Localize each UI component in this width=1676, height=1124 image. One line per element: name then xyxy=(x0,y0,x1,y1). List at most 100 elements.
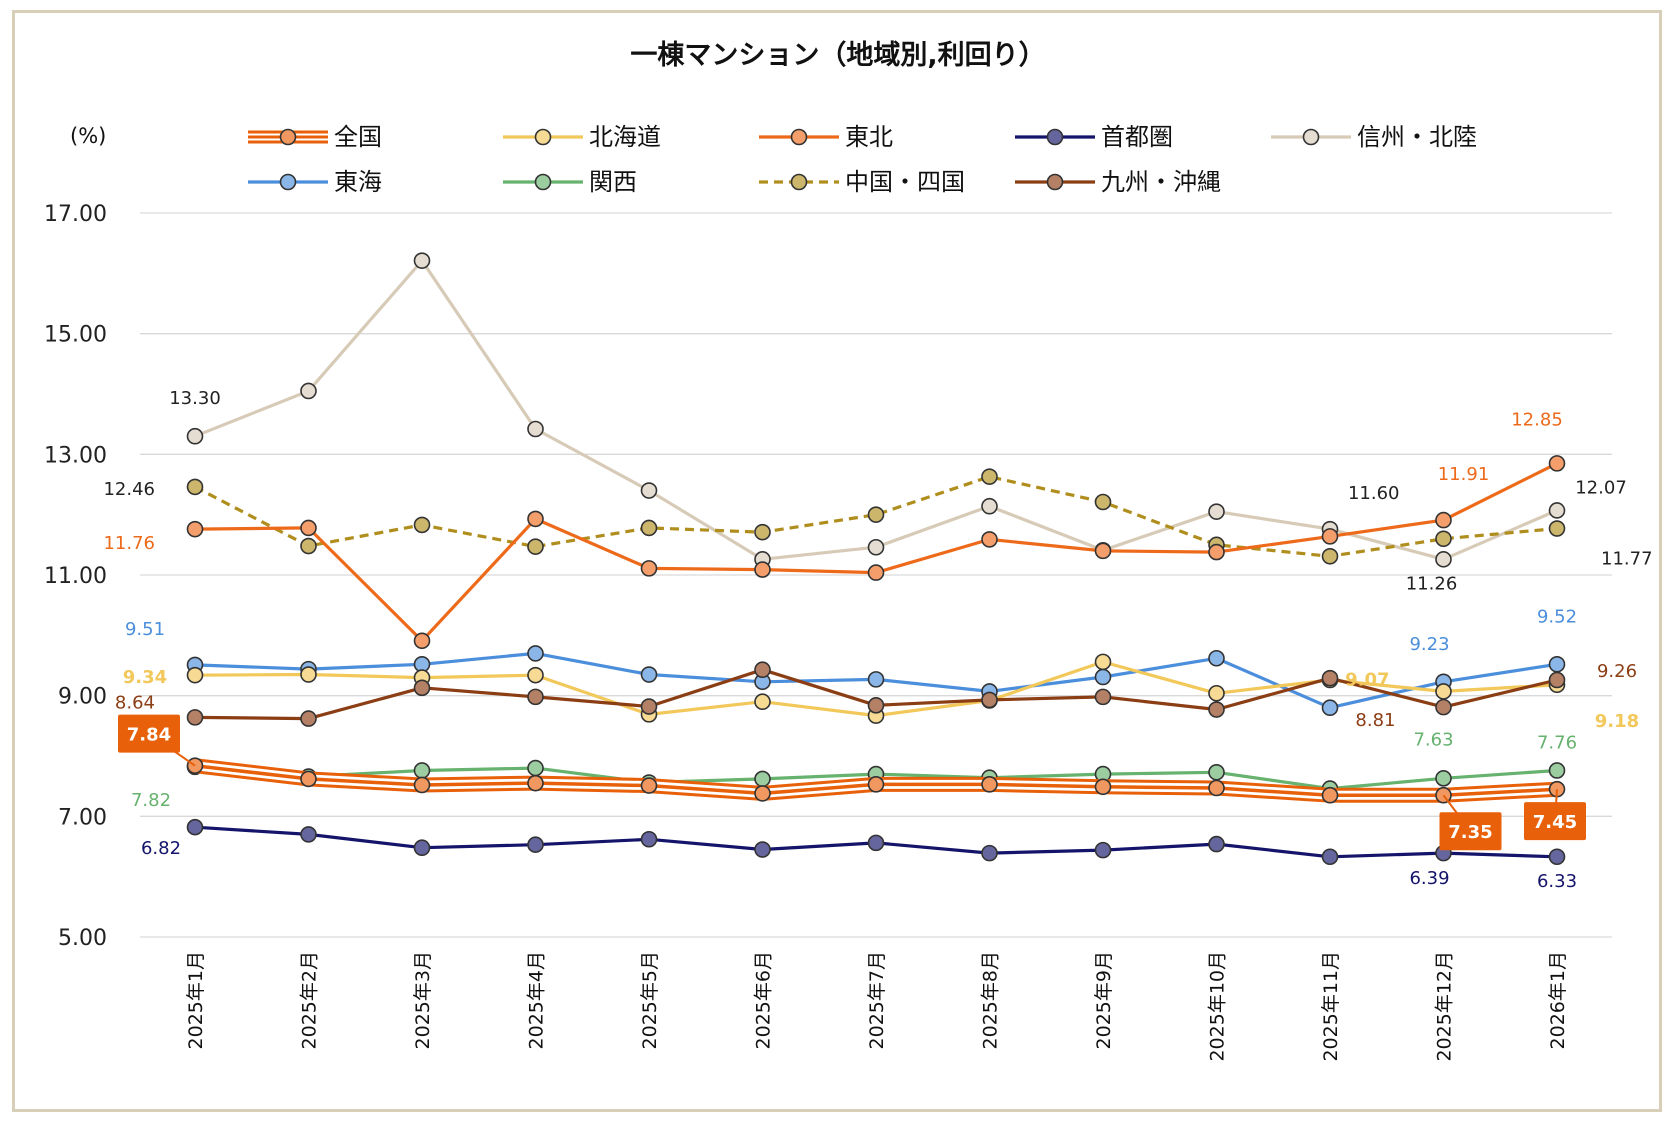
data-point xyxy=(754,785,771,802)
data-point xyxy=(640,666,658,683)
data-point xyxy=(413,516,431,534)
data-point xyxy=(413,776,431,794)
x-tick-label: 2025年1月 xyxy=(185,951,207,1049)
data-point xyxy=(867,776,885,793)
data-point xyxy=(527,759,544,777)
legend-marker xyxy=(279,173,297,191)
x-tick-label: 2025年3月 xyxy=(412,951,434,1049)
legend-item-e996a2e8a5bf: 関西 xyxy=(503,168,637,196)
data-point xyxy=(867,538,885,556)
data-label: 11.76 xyxy=(103,533,155,554)
x-tick-label: 2025年8月 xyxy=(980,951,1002,1049)
data-label-box: 7.45 xyxy=(1524,789,1586,841)
data-point xyxy=(1548,848,1566,866)
gridlines xyxy=(140,212,1612,938)
data-label: 7.63 xyxy=(1413,729,1453,750)
data-point xyxy=(1435,770,1452,787)
data-point xyxy=(867,506,885,523)
legend-item-e585a8e59bbd: 全国 xyxy=(248,123,382,151)
data-point xyxy=(1548,520,1566,537)
data-point xyxy=(413,839,431,857)
series-e4b99de5b79ee383bbe6b296 xyxy=(186,661,1566,727)
data-label: 9.52 xyxy=(1537,606,1577,627)
data-label: 9.34 xyxy=(123,667,167,688)
legend-item-e9a696e983bde59c8f: 首都圏 xyxy=(1015,123,1173,151)
data-point xyxy=(640,482,658,499)
data-label: 6.82 xyxy=(141,838,181,859)
data-point xyxy=(981,468,998,485)
data-label: 11.91 xyxy=(1438,464,1490,485)
data-point xyxy=(300,710,317,727)
chart-frame xyxy=(12,10,1662,1112)
legend-marker xyxy=(534,128,552,146)
legend-label: 全国 xyxy=(334,123,382,151)
x-tick-label: 2025年4月 xyxy=(526,951,548,1049)
legend-marker xyxy=(534,173,552,191)
data-label: 12.46 xyxy=(103,479,155,500)
legend-label: 九州・沖縄 xyxy=(1101,168,1221,196)
data-label: 12.85 xyxy=(1511,409,1563,430)
data-point xyxy=(186,427,204,445)
data-point xyxy=(1321,699,1339,717)
data-point xyxy=(1094,668,1112,686)
data-point xyxy=(527,510,544,528)
legend-label: 信州・北陸 xyxy=(1357,123,1477,151)
y-tick-label: 15.00 xyxy=(44,323,107,348)
data-point xyxy=(1094,493,1112,511)
data-point xyxy=(1094,688,1112,706)
data-point xyxy=(1435,511,1452,529)
data-label-bg xyxy=(118,714,180,753)
data-point xyxy=(1321,528,1339,545)
data-point xyxy=(1208,649,1225,667)
data-point xyxy=(300,537,317,555)
data-label: 9.07 xyxy=(1345,669,1389,690)
data-point xyxy=(527,774,544,792)
data-point xyxy=(1321,669,1339,687)
data-point xyxy=(1208,779,1225,797)
data-point xyxy=(300,382,317,400)
data-point xyxy=(300,519,317,537)
data-label: 7.84 xyxy=(127,725,171,746)
x-tick-label: 2026年1月 xyxy=(1547,951,1569,1049)
legend-item-e4bfa1e5b79ee383bbe58c97: 信州・北陸 xyxy=(1271,123,1477,151)
data-point xyxy=(527,420,544,438)
data-point xyxy=(1548,655,1566,673)
data-point xyxy=(186,520,204,538)
data-label: 11.26 xyxy=(1406,573,1458,594)
x-tick-label: 2025年6月 xyxy=(753,951,775,1049)
data-label: 8.81 xyxy=(1355,710,1395,731)
x-axis-ticks: 2025年1月 2025年2月 2025年3月 2025年4月 2025年5月 2025年… xyxy=(185,951,1569,1062)
data-label: 9.51 xyxy=(125,619,165,640)
legend-label: 首都圏 xyxy=(1101,123,1173,151)
data-label: 12.07 xyxy=(1575,477,1627,498)
data-point xyxy=(867,564,885,581)
data-point xyxy=(981,776,998,793)
data-point xyxy=(1208,684,1225,702)
data-label: 7.35 xyxy=(1448,822,1492,843)
data-label-bg xyxy=(1524,802,1586,841)
data-point xyxy=(640,698,658,715)
y-tick-label: 11.00 xyxy=(44,564,107,589)
data-point xyxy=(1094,653,1112,671)
data-point xyxy=(754,561,771,578)
legend-marker xyxy=(279,128,297,146)
legend-marker xyxy=(1046,128,1064,146)
y-tick-label: 13.00 xyxy=(44,443,107,468)
data-point xyxy=(527,836,544,853)
data-point xyxy=(527,688,544,706)
data-label: 7.76 xyxy=(1537,732,1577,753)
data-point xyxy=(981,497,998,515)
data-point xyxy=(186,478,204,496)
series-lines xyxy=(186,252,1566,866)
data-labels: 13.30 11.26 12.07 12.46 11.60 11.77 11.76 11.91… xyxy=(103,388,1652,892)
legend-label: 東北 xyxy=(845,123,893,151)
y-tick-label: 17.00 xyxy=(44,202,107,227)
x-tick-label: 2025年11月 xyxy=(1320,951,1342,1062)
data-point xyxy=(981,844,998,862)
series-e9a696e983bde59c8f xyxy=(186,818,1566,866)
data-point xyxy=(1208,543,1225,561)
data-point xyxy=(754,841,771,858)
data-label: 13.30 xyxy=(169,388,221,409)
data-label-bg xyxy=(1439,812,1502,851)
data-point xyxy=(300,826,317,843)
